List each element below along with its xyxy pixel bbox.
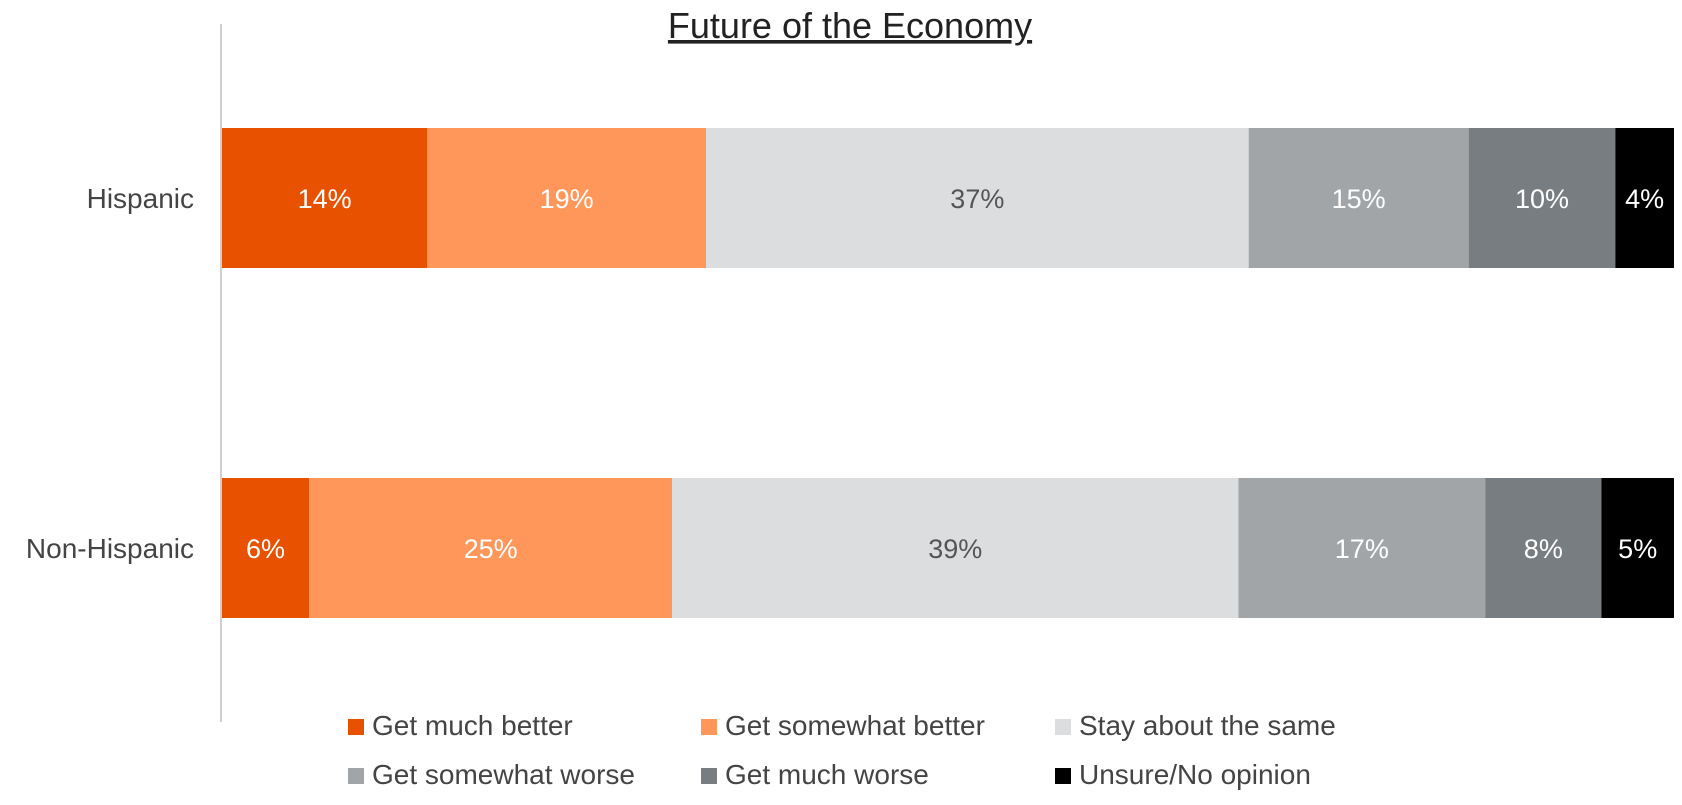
- legend-label-get-somewhat-worse: Get somewhat worse: [372, 759, 635, 790]
- legend-swatch-stay-about-the-same: [1055, 719, 1071, 735]
- bar-segment-hispanic-get-much-better: [222, 128, 428, 268]
- legend-label-get-somewhat-better: Get somewhat better: [725, 710, 985, 741]
- bar-segment-non-hispanic-get-much-worse: [1485, 478, 1602, 618]
- data-label-hispanic-stay-about-the-same: 37%: [950, 184, 1004, 214]
- data-label-hispanic-get-somewhat-worse: 15%: [1332, 184, 1386, 214]
- category-label-hispanic: Hispanic: [87, 183, 194, 214]
- legend-swatch-get-somewhat-better: [701, 719, 717, 735]
- legend: Get much better Get somewhat better Stay a…: [348, 710, 1336, 790]
- chart-title: Future of the Economy: [668, 5, 1032, 46]
- data-label-non-hispanic-get-much-worse: 8%: [1524, 534, 1563, 564]
- legend-label-get-much-better: Get much better: [372, 710, 573, 741]
- data-label-non-hispanic-get-somewhat-better: 25%: [464, 534, 518, 564]
- bar-segment-hispanic-get-much-worse: [1468, 128, 1616, 268]
- data-label-non-hispanic-unsure-no-opinion: 5%: [1618, 534, 1657, 564]
- legend-swatch-get-somewhat-worse: [348, 768, 364, 784]
- bar-segment-hispanic-stay-about-the-same: [706, 128, 1249, 268]
- legend-swatch-get-much-better: [348, 719, 364, 735]
- legend-label-get-much-worse: Get much worse: [725, 759, 929, 790]
- bar-segment-non-hispanic-stay-about-the-same: [672, 478, 1239, 618]
- bar-segment-non-hispanic-get-somewhat-better: [309, 478, 673, 618]
- bars-group: 14% 19% 37% 15% 10% 4% 6% 25% 39% 17% 8% 5%: [222, 128, 1674, 618]
- bar-segment-non-hispanic-unsure-no-opinion: [1601, 478, 1674, 618]
- bar-segment-hispanic-get-somewhat-worse: [1248, 128, 1469, 268]
- data-label-hispanic-unsure-no-opinion: 4%: [1625, 184, 1664, 214]
- data-label-non-hispanic-stay-about-the-same: 39%: [928, 534, 982, 564]
- legend-swatch-unsure-no-opinion: [1055, 768, 1071, 784]
- bar-segment-hispanic-unsure-no-opinion: [1615, 128, 1674, 268]
- bar-segment-non-hispanic-get-somewhat-worse: [1238, 478, 1486, 618]
- bar-segment-non-hispanic-get-much-better: [222, 478, 310, 618]
- data-label-non-hispanic-get-much-better: 6%: [246, 534, 285, 564]
- category-labels: Hispanic Non-Hispanic: [26, 183, 194, 564]
- legend-swatch-get-much-worse: [701, 768, 717, 784]
- legend-label-stay-about-the-same: Stay about the same: [1079, 710, 1336, 741]
- data-label-hispanic-get-much-worse: 10%: [1515, 184, 1569, 214]
- category-label-non-hispanic: Non-Hispanic: [26, 533, 194, 564]
- data-label-hispanic-get-somewhat-better: 19%: [540, 184, 594, 214]
- legend-label-unsure-no-opinion: Unsure/No opinion: [1079, 759, 1311, 790]
- bar-segment-hispanic-get-somewhat-better: [427, 128, 706, 268]
- data-label-hispanic-get-much-better: 14%: [298, 184, 352, 214]
- data-label-non-hispanic-get-somewhat-worse: 17%: [1335, 534, 1389, 564]
